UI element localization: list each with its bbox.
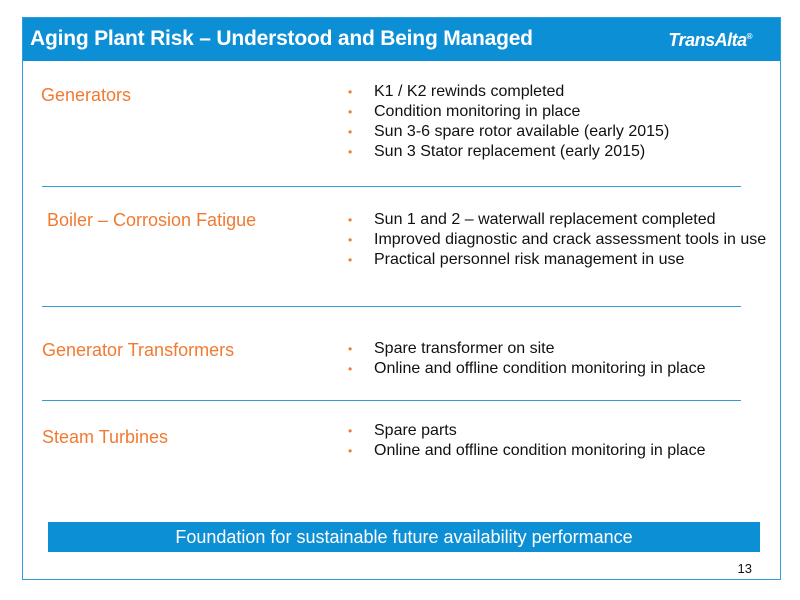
bullet-icon: • [348,253,353,267]
generators-bullets: • K1 / K2 rewinds completed • Condition mo… [348,82,768,162]
list-item: • Online and offline condition monitoring… [348,360,706,377]
section-divider [42,186,741,187]
section-divider [42,306,741,307]
foundation-banner: Foundation for sustainable future availa… [48,522,760,552]
bullet-icon: • [348,213,353,227]
page-number: 13 [737,561,752,576]
row-label-steam-turbines: Steam Turbines [42,427,169,447]
title-bar: Aging Plant Risk – Understood and Being … [23,18,780,61]
bullet-icon: • [348,145,353,159]
slide: Aging Plant Risk – Understood and Being … [22,17,781,580]
list-item: • Sun 1 and 2 – waterwall replacement com… [348,211,716,228]
transalta-logo: TransAlta® [668,30,752,51]
list-item: • Spare parts [348,422,457,439]
list-item: • Practical personnel risk management in … [348,251,685,268]
list-item: • Online and offline condition monitoring… [348,442,706,459]
row-label-transformers: Generator Transformers [42,340,235,360]
bullet-icon: • [348,362,353,376]
bullet-icon: • [348,125,353,139]
bullet-icon: • [348,233,353,247]
bullet-icon: • [348,342,353,356]
bullet-icon: • [348,85,353,99]
list-item: • Sun 3-6 spare rotor available (early 20… [348,123,670,140]
slide-title: Aging Plant Risk – Understood and Being … [30,27,533,50]
list-item: • K1 / K2 rewinds completed [348,83,565,100]
bullet-icon: • [348,105,353,119]
boiler-bullets: • Sun 1 and 2 – waterwall replacement com… [348,210,768,270]
list-item: • Condition monitoring in place [348,103,581,120]
transformers-bullets: • Spare transformer on site • Online and o… [348,339,768,379]
bullet-icon: • [348,444,353,458]
logo-trademark: ® [746,32,753,41]
bullet-icon: • [348,424,353,438]
row-label-boiler: Boiler – Corrosion Fatigue [47,210,257,230]
steam-turbines-bullets: • Spare parts • Online and offline conditi… [348,421,768,461]
logo-text: TransAlta [668,30,747,50]
list-item: • Sun 3 Stator replacement (early 2015) [348,143,646,160]
row-label-generators: Generators [41,85,132,105]
section-divider [42,400,741,401]
list-item: • Spare transformer on site [348,340,555,357]
list-item: • Improved diagnostic and crack assessmen… [348,231,767,248]
